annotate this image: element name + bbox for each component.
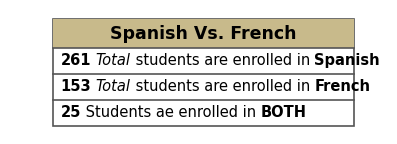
Text: Total: Total (96, 53, 131, 68)
Text: Spanish Vs. French: Spanish Vs. French (110, 25, 297, 43)
Text: Students ae enrolled in: Students ae enrolled in (81, 105, 260, 120)
Bar (53, 19, 354, 48)
Text: BOTH: BOTH (260, 105, 306, 120)
Text: Spanish: Spanish (314, 53, 380, 68)
Text: 261: 261 (60, 53, 91, 68)
Text: 153: 153 (60, 79, 91, 94)
Text: 25: 25 (60, 105, 81, 120)
Text: students are enrolled in: students are enrolled in (131, 79, 314, 94)
Text: Total: Total (96, 79, 131, 94)
Text: students are enrolled in: students are enrolled in (131, 53, 314, 68)
Text: French: French (314, 79, 370, 94)
